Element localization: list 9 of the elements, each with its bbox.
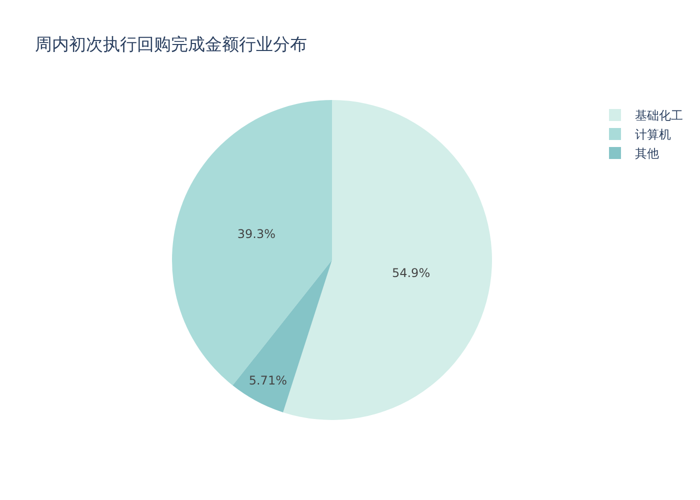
pie-slice [232, 260, 332, 412]
data-label: 39.3% [237, 227, 276, 242]
data-label: 5.71% [248, 373, 287, 388]
chart-title: 周内初次执行回购完成金额行业分布 [35, 35, 307, 55]
pie-slice [172, 100, 332, 386]
legend-label: 计算机 [635, 128, 671, 142]
data-label: 54.9% [392, 266, 430, 280]
legend-label: 基础化工 [635, 108, 683, 122]
legend-label: 其他 [635, 146, 659, 160]
